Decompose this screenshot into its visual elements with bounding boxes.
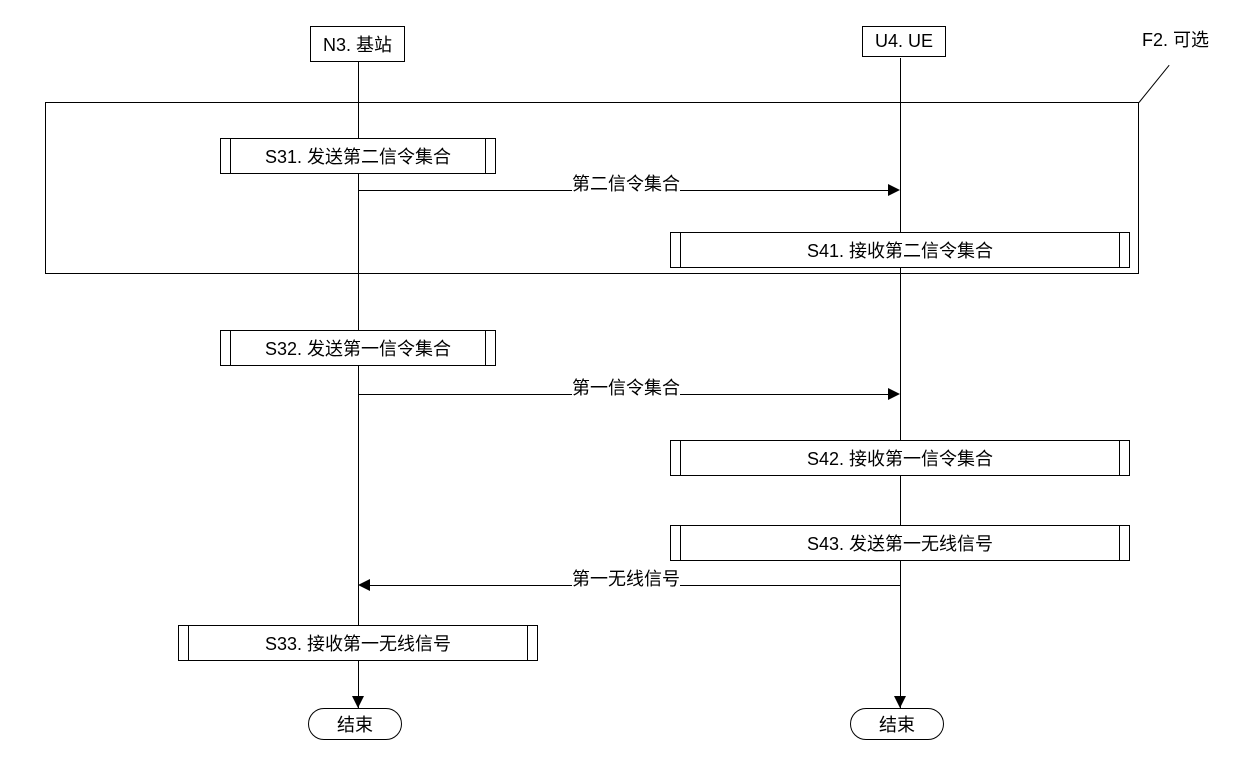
actor-label: N3. 基站 xyxy=(323,35,392,55)
sequence-diagram: N3. 基站 U4. UE F2. 可选 S31. 发送第二信令集合 第二信令集… xyxy=(0,0,1240,762)
arrowhead-icon xyxy=(888,388,900,400)
actor-label: U4. UE xyxy=(875,31,933,51)
step-handle xyxy=(1119,526,1129,560)
step-s32: S32. 发送第一信令集合 xyxy=(220,330,496,366)
step-handle xyxy=(1119,233,1129,267)
step-handle xyxy=(671,526,681,560)
arrowhead-icon xyxy=(894,696,906,708)
step-s33: S33. 接收第一无线信号 xyxy=(178,625,538,661)
frame-label: F2. 可选 xyxy=(1142,26,1209,52)
step-handle xyxy=(671,233,681,267)
step-handle xyxy=(221,331,231,365)
arrowhead-icon xyxy=(888,184,900,196)
message-label: 第一无线信号 xyxy=(572,565,680,591)
step-label: S33. 接收第一无线信号 xyxy=(189,626,527,660)
step-label: S31. 发送第二信令集合 xyxy=(231,139,485,173)
terminator-right: 结束 xyxy=(850,708,944,740)
terminator-label: 结束 xyxy=(337,715,373,735)
actor-base-station: N3. 基站 xyxy=(310,26,405,62)
step-s31: S31. 发送第二信令集合 xyxy=(220,138,496,174)
step-label: S42. 接收第一信令集合 xyxy=(681,441,1119,475)
arrowhead-icon xyxy=(352,696,364,708)
step-label: S41. 接收第二信令集合 xyxy=(681,233,1119,267)
step-handle xyxy=(179,626,189,660)
step-label: S32. 发送第一信令集合 xyxy=(231,331,485,365)
terminator-left: 结束 xyxy=(308,708,402,740)
frame-leader-line xyxy=(1139,65,1170,103)
step-label: S43. 发送第一无线信号 xyxy=(681,526,1119,560)
message-label: 第二信令集合 xyxy=(572,170,680,196)
actor-ue: U4. UE xyxy=(862,26,946,57)
step-s41: S41. 接收第二信令集合 xyxy=(670,232,1130,268)
arrowhead-icon xyxy=(358,579,370,591)
step-s42: S42. 接收第一信令集合 xyxy=(670,440,1130,476)
step-handle xyxy=(485,331,495,365)
step-handle xyxy=(485,139,495,173)
step-handle xyxy=(671,441,681,475)
terminator-label: 结束 xyxy=(879,715,915,735)
message-label: 第一信令集合 xyxy=(572,374,680,400)
step-s43: S43. 发送第一无线信号 xyxy=(670,525,1130,561)
step-handle xyxy=(1119,441,1129,475)
step-handle xyxy=(527,626,537,660)
step-handle xyxy=(221,139,231,173)
